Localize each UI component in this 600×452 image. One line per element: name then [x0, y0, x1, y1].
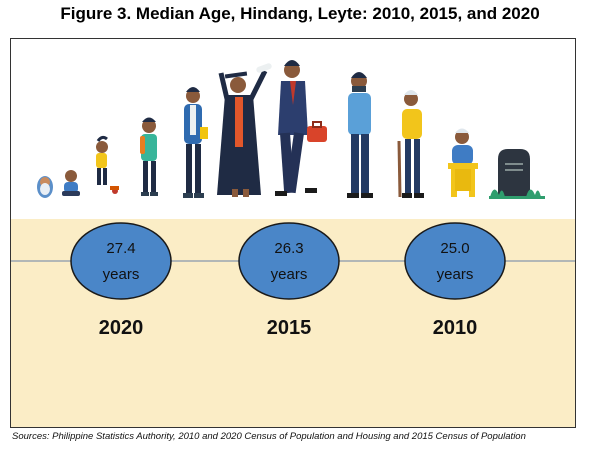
toddler-figure — [62, 170, 80, 196]
graduate-figure — [217, 63, 272, 197]
elderly-seated-figure — [448, 128, 478, 197]
adult-man-figure — [347, 72, 373, 198]
median-age-unit: years — [103, 266, 140, 283]
year-label: 2020 — [99, 317, 144, 339]
chart-frame: 27.4 years 2020 26.3 years 2015 25.0 years 2010 — [10, 38, 576, 428]
baby-figure — [37, 176, 53, 198]
schoolchild-figure — [140, 117, 158, 196]
bubble-2010: 25.0 years 2010 — [404, 222, 506, 339]
median-age-value: 27.4 — [106, 240, 135, 257]
year-label: 2010 — [433, 317, 478, 339]
businessman-figure — [275, 60, 327, 196]
median-age-unit: years — [437, 266, 474, 283]
bubble-2015: 26.3 years 2015 — [238, 222, 340, 339]
median-age-bubble — [404, 222, 506, 300]
year-label: 2015 — [267, 317, 312, 339]
median-age-value: 26.3 — [274, 240, 303, 257]
child-figure — [96, 135, 119, 194]
median-age-unit: years — [271, 266, 308, 283]
source-note: Sources: Philippine Statistics Authority… — [12, 431, 526, 442]
elderly-man-figure — [397, 90, 424, 198]
median-age-bubble — [70, 222, 172, 300]
gravestone-figure — [489, 149, 545, 199]
median-age-value: 25.0 — [440, 240, 469, 257]
teenager-figure — [183, 87, 208, 198]
chart-canvas: 27.4 years 2020 26.3 years 2015 25.0 years 2010 — [11, 60, 575, 427]
bubble-layer: 27.4 years 2020 26.3 years 2015 25.0 years 2010 — [70, 222, 506, 339]
life-stages-illustration — [37, 60, 545, 199]
median-age-bubble — [238, 222, 340, 300]
chart-title: Figure 3. Median Age, Hindang, Leyte: 20… — [60, 4, 540, 23]
bubble-2020: 27.4 years 2020 — [70, 222, 172, 339]
